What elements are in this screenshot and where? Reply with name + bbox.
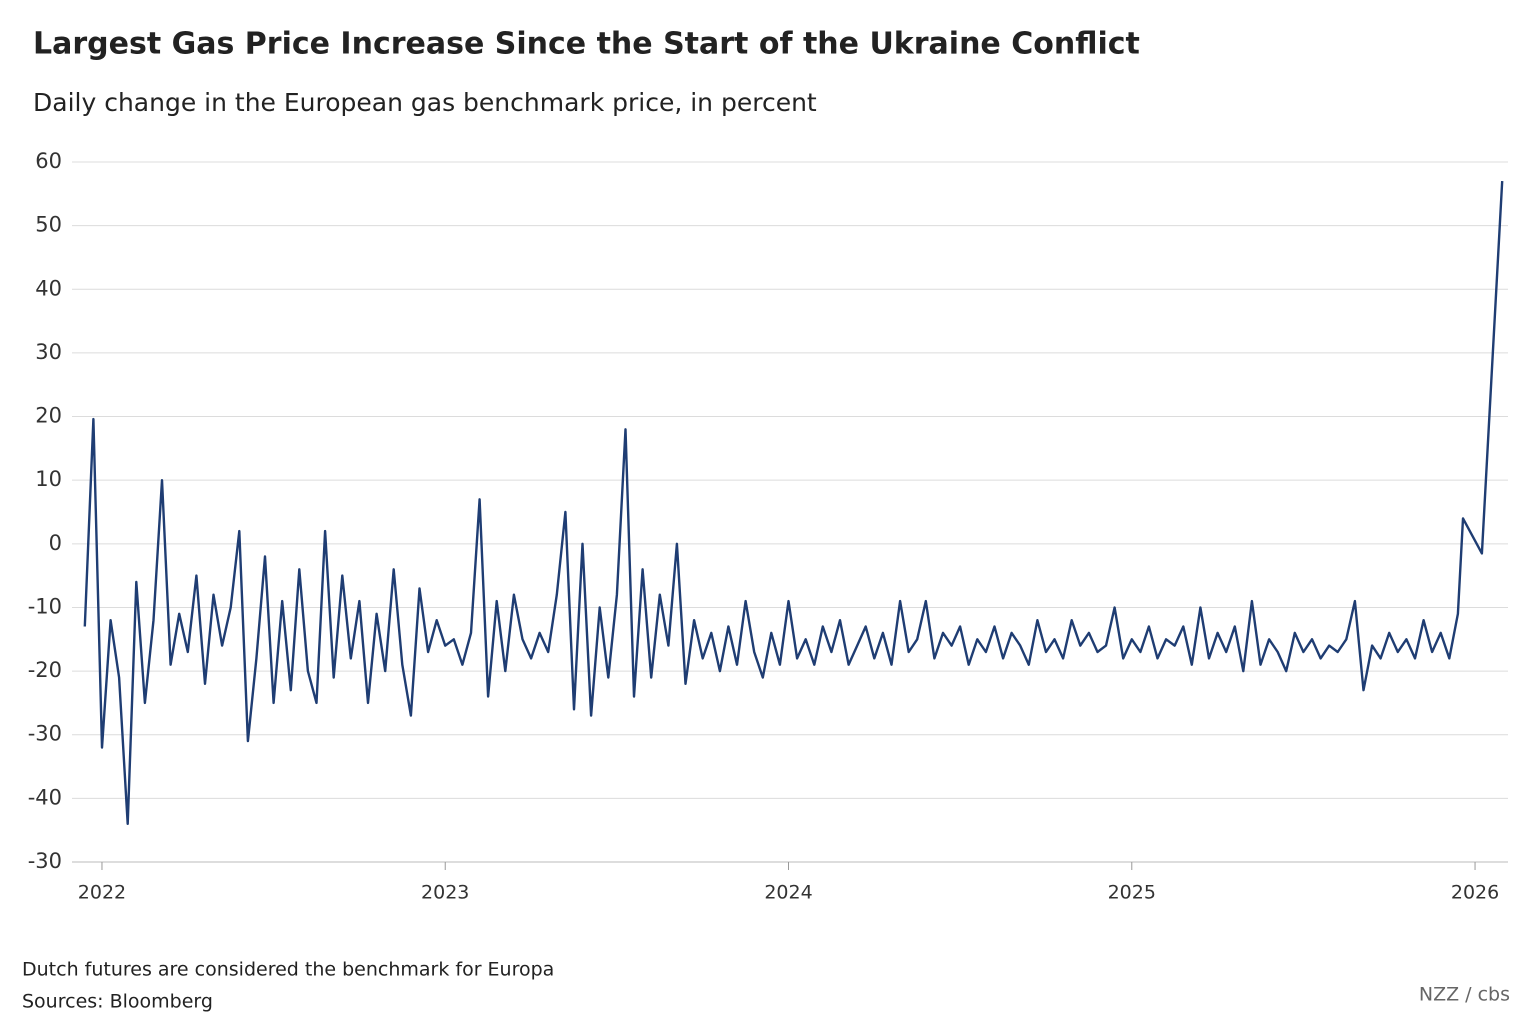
y-tick-label: 60	[35, 149, 62, 173]
y-tick-label: 10	[35, 467, 62, 491]
y-tick-label: -30	[28, 722, 62, 746]
y-tick-label: 40	[35, 276, 62, 300]
y-tick-label: 0	[49, 531, 62, 555]
x-tick-label: 2023	[421, 882, 469, 904]
y-tick-label: -30	[28, 849, 62, 873]
y-tick-label: 30	[35, 340, 62, 364]
note: Dutch futures are considered the benchma…	[22, 959, 554, 981]
x-tick-label: 2022	[78, 882, 126, 904]
y-tick-label: -10	[28, 594, 62, 618]
x-tick-label: 2024	[764, 882, 812, 904]
source: Sources: Bloomberg	[22, 991, 213, 1013]
chart-title: Largest Gas Price Increase Since the Sta…	[33, 27, 1140, 62]
y-tick-label: -20	[28, 658, 62, 682]
x-tick-label: 2026	[1451, 882, 1499, 904]
y-tick-label: -40	[28, 785, 62, 809]
credit: NZZ / cbs	[1419, 984, 1510, 1006]
y-tick-label: 50	[35, 213, 62, 237]
y-tick-label: 20	[35, 404, 62, 428]
x-tick-label: 2025	[1108, 882, 1156, 904]
line-series	[83, 181, 1504, 825]
chart-subtitle: Daily change in the European gas benchma…	[33, 88, 817, 117]
